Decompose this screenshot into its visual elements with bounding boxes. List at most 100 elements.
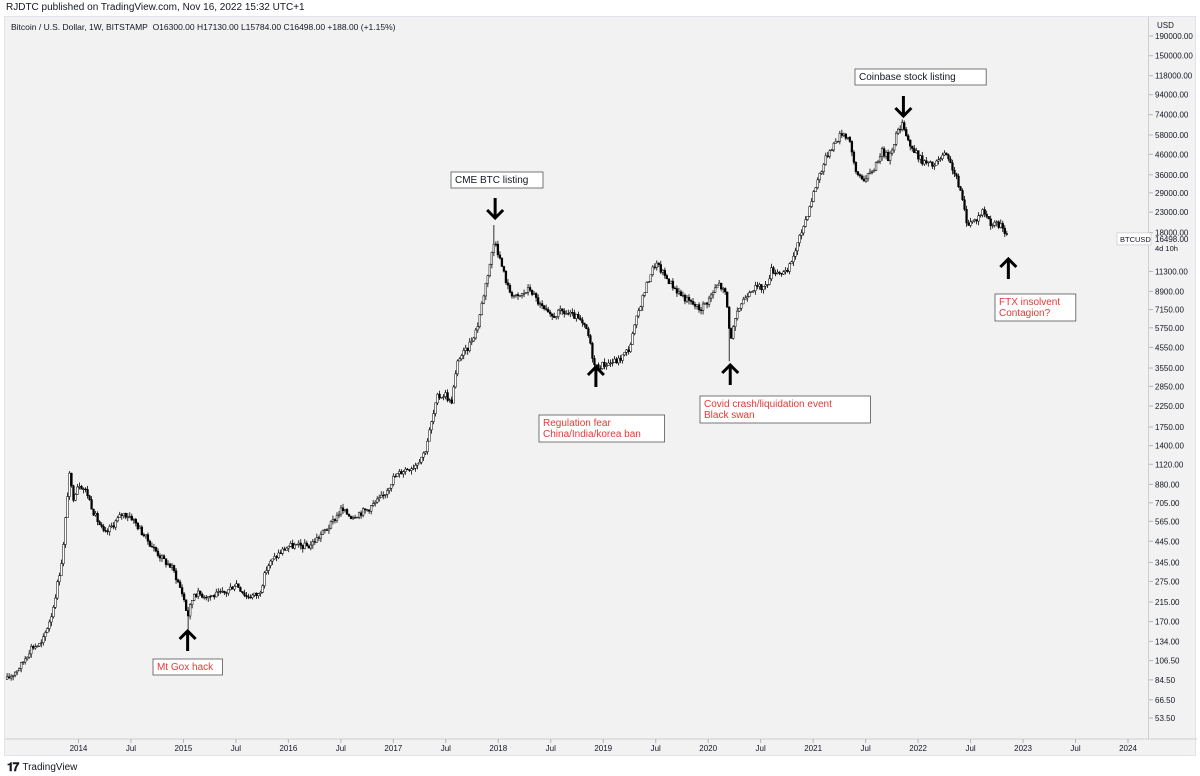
candle-body	[368, 509, 371, 512]
candle-body	[446, 392, 449, 401]
candle-body	[400, 471, 403, 475]
annotation-text: Regulation fear	[543, 418, 611, 429]
candle-body	[233, 586, 236, 590]
last-price-label: 16498.00	[1155, 235, 1189, 244]
candle-body	[410, 468, 413, 471]
candle-body	[42, 636, 45, 643]
candle-body	[372, 503, 375, 506]
candle-body	[70, 472, 73, 487]
candle-body	[263, 572, 266, 587]
candle-body	[172, 565, 176, 571]
candle-body	[150, 546, 154, 548]
tradingview-logo[interactable]: 𝟏𝟕 TradingView	[7, 760, 77, 775]
candle-body	[422, 452, 425, 458]
candle-body	[641, 295, 644, 307]
candle-body	[355, 516, 359, 519]
candle-body	[289, 543, 292, 547]
x-tick-label: 2023	[1014, 744, 1032, 753]
candle-body	[323, 529, 327, 531]
candle-body	[830, 149, 833, 152]
symbol-title: Bitcoin / U.S. Dollar, 1W, BITSTAMP	[11, 22, 148, 32]
candle-body	[132, 519, 135, 521]
y-tick-label: 2850.00	[1155, 382, 1184, 391]
candle-body	[732, 326, 735, 339]
x-tick-label: 2024	[1119, 744, 1137, 753]
candle-body	[561, 308, 564, 312]
candle-body	[462, 350, 465, 356]
candle-body	[826, 155, 829, 157]
candle-body	[106, 530, 109, 533]
candle-body	[464, 347, 467, 351]
candle-body	[553, 315, 556, 318]
y-tick-label: 118000.00	[1155, 72, 1193, 81]
candle-body	[673, 287, 677, 290]
candle-body	[613, 358, 616, 363]
candle-body	[828, 150, 831, 157]
candle-body	[82, 488, 85, 490]
candle-body	[307, 545, 310, 549]
candle-body	[213, 595, 216, 598]
chart-panel[interactable]: USD 190000.00 150000.00 118000.00 94000.00 74…	[4, 16, 1197, 757]
candle-body	[444, 392, 447, 397]
candle-body	[351, 517, 355, 520]
candle-body	[301, 545, 304, 549]
candle-body	[225, 592, 228, 594]
candle-body	[722, 288, 725, 290]
candle-body	[378, 497, 381, 500]
candle-body	[866, 173, 870, 180]
candle-body	[734, 318, 737, 327]
candle-body	[18, 668, 21, 672]
candle-body	[492, 243, 496, 253]
candle-body	[359, 512, 363, 516]
candle-body	[627, 349, 630, 352]
candle-body	[800, 232, 803, 236]
candle-body	[720, 282, 723, 290]
candle-body	[285, 547, 288, 551]
candle-body	[26, 656, 29, 660]
annotation-box	[152, 658, 223, 676]
candle-body	[5, 676, 9, 680]
candle-body	[295, 543, 298, 546]
candle-body	[480, 303, 483, 316]
candle-body	[983, 209, 986, 215]
candle-body	[691, 301, 695, 305]
candle-body	[901, 122, 904, 130]
candle-body	[398, 471, 401, 474]
candle-body	[120, 514, 123, 516]
candle-body	[991, 225, 994, 227]
candle-body	[868, 171, 872, 174]
y-tick-label: 94000.00	[1155, 91, 1189, 100]
candle-body	[929, 161, 932, 163]
candle-body	[587, 328, 590, 336]
candle-body	[784, 270, 787, 273]
y-tick-label: 4550.00	[1155, 343, 1184, 352]
candle-body	[975, 219, 978, 222]
candle-body	[257, 593, 260, 597]
candle-body	[458, 358, 461, 362]
candle-body	[927, 161, 930, 164]
candle-body	[516, 294, 520, 296]
candle-body	[508, 284, 512, 293]
candle-body	[683, 294, 687, 302]
candle-body	[756, 285, 759, 287]
candle-body	[52, 607, 55, 618]
candle-body	[724, 288, 727, 293]
candle-body	[130, 515, 133, 521]
price-chart[interactable]: USD 190000.00 150000.00 118000.00 94000.00 74…	[5, 17, 1197, 757]
candle-body	[114, 520, 117, 528]
candle-body	[100, 524, 103, 527]
y-tick-label: 1750.00	[1155, 423, 1184, 432]
plot-area[interactable]	[5, 17, 1149, 739]
candle-body	[456, 360, 459, 375]
y-tick-label: 1400.00	[1155, 442, 1184, 451]
candle-body	[98, 521, 101, 526]
candle-body	[251, 594, 254, 599]
candle-body	[1003, 227, 1006, 234]
candle-body	[424, 451, 427, 454]
candle-body	[60, 563, 63, 576]
candle-body	[903, 122, 906, 130]
candle-body	[76, 486, 79, 495]
candle-body	[275, 556, 278, 558]
annotation-arrow-head	[586, 364, 605, 377]
candle-body	[482, 295, 485, 304]
